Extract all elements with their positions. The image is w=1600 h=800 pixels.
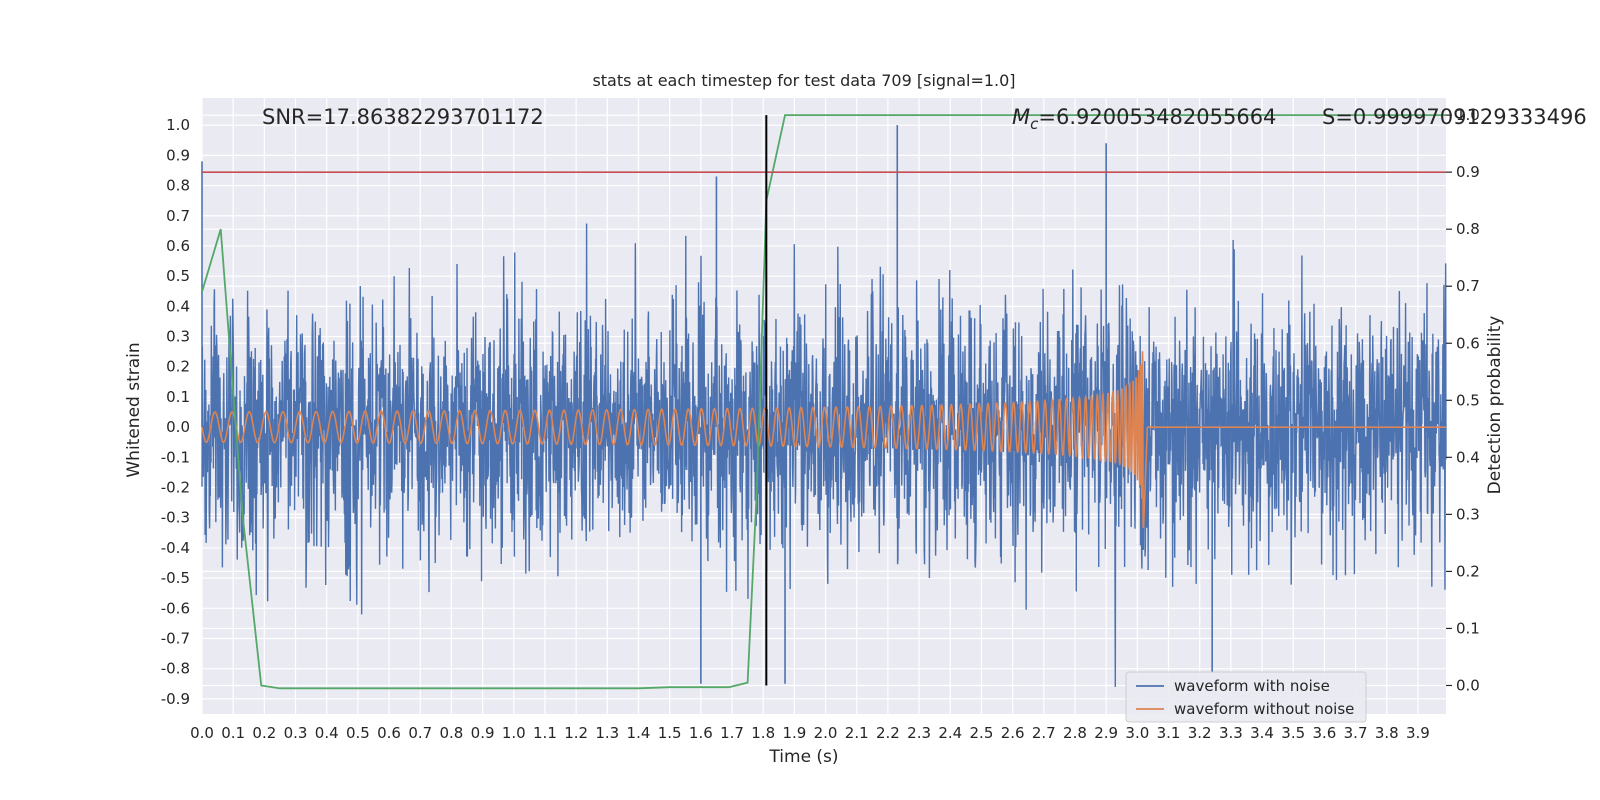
x-tick-label: 0.3: [284, 724, 308, 742]
x-tick-label: 0.9: [471, 724, 495, 742]
x-tick-label: 3.1: [1157, 724, 1181, 742]
y-axis-label-left: Whitened strain: [124, 342, 144, 477]
x-tick-label: 2.0: [814, 724, 838, 742]
x-tick-label: 0.4: [315, 724, 339, 742]
y-right-tick-label: 0.8: [1456, 220, 1480, 238]
y-left-tick-label: -0.6: [161, 599, 190, 617]
x-tick-label: 2.6: [1001, 724, 1025, 742]
y-left-tick-label: 0.6: [166, 237, 190, 255]
y-right-tick-label: 0.1: [1456, 619, 1480, 637]
y-left-tick-label: -0.9: [161, 690, 190, 708]
y-left-tick-label: -0.4: [161, 539, 190, 557]
y-left-tick-label: 0.9: [166, 146, 190, 164]
x-tick-label: 0.1: [221, 724, 245, 742]
x-tick-label: 0.0: [190, 724, 214, 742]
series-waveform-with-noise: [201, 125, 1447, 687]
chirp-mass-value: =6.920053482055664: [1038, 105, 1276, 129]
legend-box: [1125, 671, 1367, 723]
y-right-tick-label: 0.0: [1456, 676, 1480, 694]
y-axis-label-right: Detection probability: [1485, 316, 1505, 495]
clean-waveform-line: [201, 351, 1446, 529]
chirp-mass-symbol: M: [1012, 105, 1030, 129]
y-right-tick-label: 0.9: [1456, 163, 1480, 181]
x-tick-label: 2.1: [845, 724, 869, 742]
y-right-tick-label: 0.7: [1456, 277, 1480, 295]
y-left-tick-label: 0.4: [166, 297, 190, 315]
s-annotation: S=0.9999709129333496: [1322, 105, 1587, 129]
x-tick-label: 1.8: [751, 724, 775, 742]
x-axis-label: Time (s): [768, 747, 838, 767]
series-waveform-without-noise: [201, 351, 1446, 529]
y-left-tick-label: -0.7: [161, 630, 190, 648]
x-tick-label: 1.3: [595, 724, 619, 742]
y-right-tick-label: 0.4: [1456, 448, 1480, 466]
y-left-tick-label: 0.0: [166, 418, 190, 436]
y-left-tick-label: -0.5: [161, 569, 190, 587]
x-tick-label: 2.7: [1032, 724, 1056, 742]
x-tick-label: 3.9: [1406, 724, 1430, 742]
y-right-tick-label: 0.2: [1456, 562, 1480, 580]
y-right-tick-label: 1.0: [1456, 106, 1480, 124]
y-right-tick-label: 0.6: [1456, 334, 1480, 352]
y-left-tick-label: 0.1: [166, 388, 190, 406]
x-tick-label: 3.6: [1312, 724, 1336, 742]
y-left-tick-label: -0.2: [161, 479, 190, 497]
x-tick-label: 3.3: [1219, 724, 1243, 742]
x-tick-label: 2.5: [970, 724, 994, 742]
x-tick-label: 1.0: [502, 724, 526, 742]
y-left-tick-label: 1.0: [166, 116, 190, 134]
y-left-tick-label: -0.3: [161, 509, 190, 527]
x-tick-label: 3.0: [1125, 724, 1149, 742]
snr-annotation: SNR=17.86382293701172: [262, 105, 544, 129]
x-tick-label: 0.8: [439, 724, 463, 742]
x-tick-label: 1.9: [782, 724, 806, 742]
y-left-tick-label: -0.1: [161, 448, 190, 466]
chirp-mass-annotation: Mc=6.920053482055664: [1012, 105, 1276, 133]
x-tick-label: 3.4: [1250, 724, 1274, 742]
x-tick-label: 3.7: [1344, 724, 1368, 742]
y-left-tick-label: 0.3: [166, 328, 190, 346]
x-tick-label: 1.6: [689, 724, 713, 742]
y-left-tick-label: 0.7: [166, 207, 190, 225]
legend-label: waveform with noise: [1174, 677, 1330, 695]
x-tick-label: 3.8: [1375, 724, 1399, 742]
y-right-tick-label: 0.3: [1456, 505, 1480, 523]
x-tick-label: 1.2: [564, 724, 588, 742]
x-tick-label: 1.4: [627, 724, 651, 742]
x-tick-label: 0.5: [346, 724, 370, 742]
x-tick-label: 0.7: [408, 724, 432, 742]
x-tick-label: 2.9: [1094, 724, 1118, 742]
x-tick-label: 0.6: [377, 724, 401, 742]
y-left-tick-label: 0.2: [166, 358, 190, 376]
y-left-tick-label: 0.8: [166, 177, 190, 195]
chart-title: stats at each timestep for test data 709…: [592, 71, 1015, 90]
legend-label: waveform without noise: [1174, 700, 1354, 718]
x-tick-label: 3.5: [1281, 724, 1305, 742]
x-tick-label: 3.2: [1188, 724, 1212, 742]
x-tick-label: 2.8: [1063, 724, 1087, 742]
x-tick-label: 2.4: [938, 724, 962, 742]
noise-waveform-line: [201, 223, 1447, 687]
x-tick-label: 2.3: [907, 724, 931, 742]
x-tick-label: 1.1: [533, 724, 557, 742]
x-tick-label: 1.5: [658, 724, 682, 742]
legend: waveform with noise waveform without nois…: [1125, 671, 1367, 723]
x-tick-label: 1.7: [720, 724, 744, 742]
probability-line: [201, 114, 1446, 690]
x-tick-label: 2.2: [876, 724, 900, 742]
x-tick-label: 0.2: [252, 724, 276, 742]
y-right-tick-label: 0.5: [1456, 391, 1480, 409]
chirp-mass-subscript: c: [1030, 115, 1039, 133]
axes: 0.0 0.1 0.2 0.3 0.4 0.5 0.6 0.7 0.8 0.9 1.0 1.1 1.2 1…: [161, 106, 1480, 742]
y-left-tick-label: -0.8: [161, 660, 190, 678]
reference-lines: [202, 115, 1446, 686]
y-left-tick-label: 0.5: [166, 267, 190, 285]
